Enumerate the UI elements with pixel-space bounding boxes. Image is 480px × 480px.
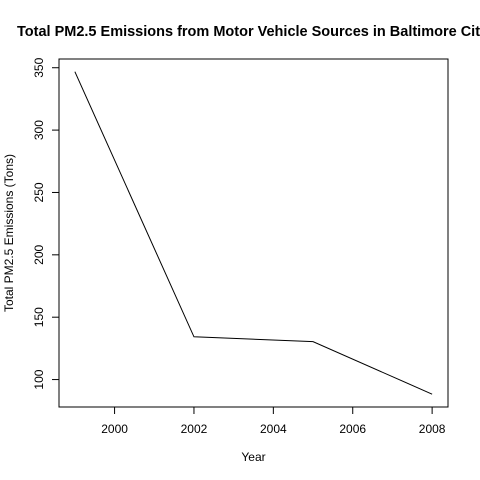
y-axis-label: Total PM2.5 Emissions (Tons) [2,154,16,312]
x-tick-label: 2000 [101,422,128,436]
x-axis-label: Year [241,450,265,464]
plot-box [58,58,449,408]
y-tick-label: 150 [32,307,46,327]
y-tick-label: 300 [32,120,46,140]
series-line-1 [74,71,433,395]
x-tick-label: 2008 [419,422,446,436]
y-tick-label: 250 [32,182,46,202]
y-tick-label: 100 [32,369,46,389]
y-axis: 100 150 200 250 300 350 [32,57,60,390]
y-tick-label: 200 [32,244,46,264]
chart-title: Total PM2.5 Emissions from Motor Vehicle… [17,24,480,40]
x-tick-label: 2004 [260,422,287,436]
x-axis: 2000 2002 2004 2006 2008 [101,406,446,436]
x-tick-label: 2002 [181,422,208,436]
series-layer [74,71,433,395]
y-tick-label: 350 [32,57,46,77]
x-tick-label: 2006 [339,422,366,436]
